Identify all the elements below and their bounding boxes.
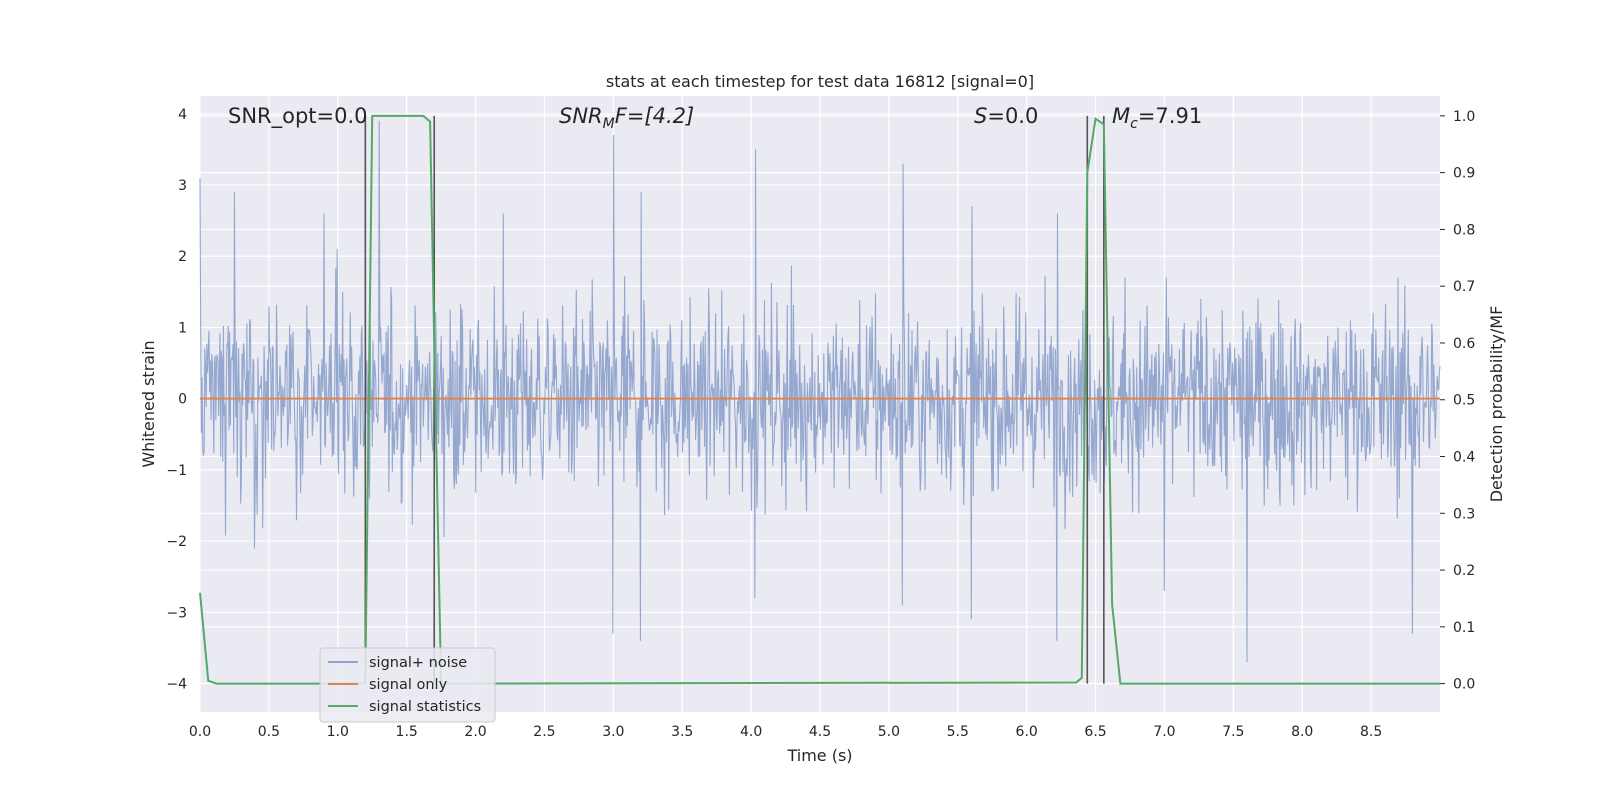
x-tick-label: 7.0 xyxy=(1153,724,1175,740)
x-tick-label: 4.0 xyxy=(740,724,762,740)
annotation-snr-mf: SNRMF=[4.2] xyxy=(559,104,694,132)
y-tick-label-right: 0.0 xyxy=(1453,677,1475,693)
y-tick-label-left: 1 xyxy=(178,320,187,336)
x-axis-label: Time (s) xyxy=(786,746,852,765)
legend-label-signal-only: signal only xyxy=(369,677,448,693)
y-tick-label-left: 0 xyxy=(178,392,187,408)
y-tick-label-right: 0.7 xyxy=(1453,279,1475,295)
x-tick-label: 0.5 xyxy=(258,724,280,740)
y-axis-label-left: Whitened strain xyxy=(139,340,158,467)
y-tick-label-left: 3 xyxy=(178,178,187,194)
x-tick-label: 1.0 xyxy=(327,724,349,740)
x-tick-label: 5.5 xyxy=(947,724,969,740)
x-tick-label: 6.0 xyxy=(1016,724,1038,740)
y-tick-label-right: 0.8 xyxy=(1453,222,1475,238)
annotation-mc-sub: c xyxy=(1130,116,1138,132)
y-tick-label-right: 0.4 xyxy=(1453,450,1475,466)
annotation-snr-opt: SNR_opt=0.0 xyxy=(228,104,368,129)
tick-labels: 0.0 0.5 1.0 1.5 2.0 2.5 3.0 3.5 4.0 4.5 5.0 5.5 6.0 6… xyxy=(166,107,1475,740)
legend-label-statistics: signal statistics xyxy=(369,699,481,715)
x-tick-label: 6.5 xyxy=(1084,724,1106,740)
y-tick-label-left: 2 xyxy=(178,249,187,265)
x-tick-label: 0.0 xyxy=(189,724,211,740)
x-tick-label: 4.5 xyxy=(809,724,831,740)
noise-trace xyxy=(199,120,1441,663)
y-tick-label-left: 4 xyxy=(178,107,187,123)
x-tick-label: 8.0 xyxy=(1291,724,1313,740)
annotation-snr-mf-sub: M xyxy=(603,116,615,132)
annotation-s-italic: S xyxy=(974,104,987,128)
annotation-s: S=0.0 xyxy=(974,104,1038,128)
y-tick-label-right: 0.1 xyxy=(1453,620,1475,636)
x-tick-label: 2.0 xyxy=(464,724,486,740)
annotation-snr-mf-rest: F=[4.2] xyxy=(615,104,694,128)
noise-series-path xyxy=(199,120,1441,663)
y-tick-label-left: −3 xyxy=(166,605,187,621)
y-axis-label-right: Detection probability/MF xyxy=(1487,306,1506,503)
chart-title: stats at each timestep for test data 168… xyxy=(606,72,1034,91)
x-tick-label: 5.0 xyxy=(878,724,900,740)
annotation-mc-main: M xyxy=(1112,104,1130,128)
y-tick-label-right: 0.2 xyxy=(1453,563,1475,579)
x-tick-label: 2.5 xyxy=(533,724,555,740)
y-tick-label-left: −2 xyxy=(166,534,187,550)
annotation-mc-rest: =7.91 xyxy=(1138,104,1202,128)
annotation-s-rest: =0.0 xyxy=(987,104,1038,128)
y-tick-label-right: 0.5 xyxy=(1453,393,1475,409)
x-tick-label: 3.5 xyxy=(671,724,693,740)
annotation-mc: Mc=7.91 xyxy=(1112,104,1202,132)
legend-box xyxy=(319,647,496,723)
legend: signal+ noise signal only signal statist… xyxy=(319,647,496,723)
y-tick-label-right: 0.9 xyxy=(1453,166,1475,182)
y-tick-label-left: −1 xyxy=(166,463,187,479)
x-tick-label: 7.5 xyxy=(1222,724,1244,740)
annotation-snr-mf-main: SNR xyxy=(559,104,603,128)
x-tick-label: 3.0 xyxy=(602,724,624,740)
legend-label-noise: signal+ noise xyxy=(369,655,467,671)
y-tick-label-right: 1.0 xyxy=(1453,109,1475,125)
x-tick-label: 8.5 xyxy=(1360,724,1382,740)
y-tick-label-right: 0.6 xyxy=(1453,336,1475,352)
y-tick-label-right: 0.3 xyxy=(1453,506,1475,522)
y-tick-label-left: −4 xyxy=(166,677,187,693)
x-tick-label: 1.5 xyxy=(396,724,418,740)
